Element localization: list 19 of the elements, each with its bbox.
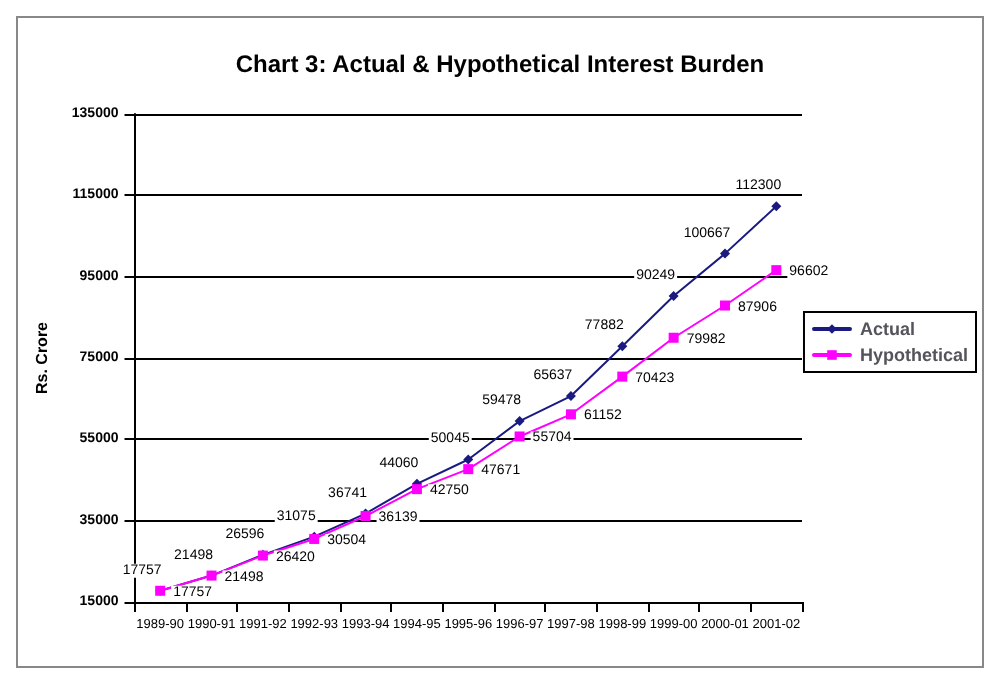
point [514, 416, 525, 427]
point [565, 409, 576, 420]
point [617, 341, 628, 352]
point [617, 371, 628, 382]
point [565, 391, 576, 402]
point [463, 464, 474, 475]
point [668, 332, 679, 343]
legend-label: Actual [859, 319, 916, 339]
y-axis-title: Rs. Crore [33, 320, 51, 395]
point [719, 248, 730, 259]
point [463, 454, 474, 465]
chart-title: Chart 3: Actual & Hypothetical Interest Burden [235, 50, 765, 78]
point [771, 265, 782, 276]
point [411, 484, 422, 495]
point [719, 300, 730, 311]
point [668, 290, 679, 301]
legend-label: Hypothetical [859, 345, 969, 365]
point [771, 201, 782, 212]
point [514, 431, 525, 442]
